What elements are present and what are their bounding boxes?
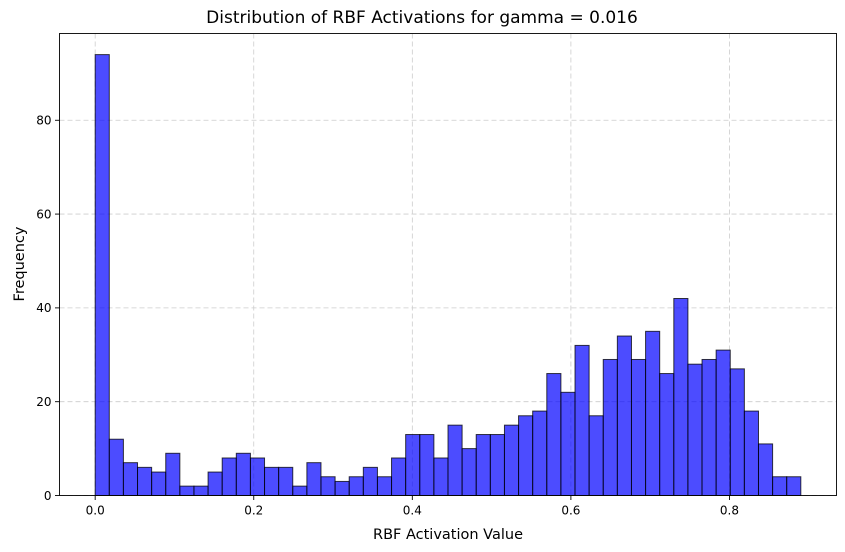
x-tick-label-3: 0.6 xyxy=(561,504,580,518)
histogram-bar-37 xyxy=(616,335,632,496)
histogram-bar-43 xyxy=(701,358,717,497)
histogram-bar-19 xyxy=(362,466,378,497)
x-tick-label-2: 0.4 xyxy=(403,504,422,518)
histogram-bar-12 xyxy=(264,466,280,497)
histogram-bar-40 xyxy=(659,373,675,496)
histogram-bar-6 xyxy=(179,485,195,497)
histogram-bar-1 xyxy=(108,438,124,496)
histogram-bar-28 xyxy=(489,434,505,497)
histogram-bar-25 xyxy=(447,424,463,497)
histogram-bar-41 xyxy=(673,298,689,496)
histogram-bar-42 xyxy=(687,363,703,496)
chart-title: Distribution of RBF Activations for gamm… xyxy=(206,8,638,28)
histogram-bar-21 xyxy=(391,457,407,496)
plot-frame xyxy=(59,33,837,496)
y-tick-label-4: 80 xyxy=(36,114,51,128)
histogram-bar-29 xyxy=(503,424,520,497)
histogram-bar-46 xyxy=(743,410,759,497)
histogram-bar-22 xyxy=(405,434,421,497)
histogram-bars xyxy=(94,54,802,497)
y-tick-label-0: 0 xyxy=(44,489,52,503)
histogram-bar-7 xyxy=(193,485,209,497)
histogram-bar-34 xyxy=(574,344,590,496)
histogram-bar-27 xyxy=(475,434,491,497)
y-axis-label: Frequency xyxy=(12,226,28,301)
histogram-bar-35 xyxy=(588,415,604,496)
y-tick-label-3: 60 xyxy=(36,207,51,221)
histogram-bar-33 xyxy=(560,391,576,497)
histogram-bar-39 xyxy=(645,330,661,496)
histogram-bar-30 xyxy=(518,415,534,496)
histogram-bar-20 xyxy=(376,476,393,497)
histogram-bar-23 xyxy=(419,434,435,497)
histogram-bar-4 xyxy=(151,471,167,496)
y-tick-label-2: 40 xyxy=(36,301,51,315)
histogram-bar-45 xyxy=(729,368,745,497)
histogram-bar-48 xyxy=(772,476,788,497)
histogram-bar-8 xyxy=(207,471,223,496)
histogram-bar-3 xyxy=(137,466,153,497)
histogram-bar-0 xyxy=(94,54,110,496)
histogram-bar-49 xyxy=(786,476,802,497)
histogram-bar-9 xyxy=(221,457,237,496)
histogram-bar-18 xyxy=(348,476,364,497)
x-tick-label-1: 0.2 xyxy=(244,504,263,518)
histogram-bar-38 xyxy=(630,358,647,497)
histogram-bar-24 xyxy=(433,457,449,496)
histogram-bar-10 xyxy=(235,452,251,497)
x-tick-label-0: 0.0 xyxy=(86,504,105,518)
histogram-bar-5 xyxy=(165,452,181,497)
histogram-bar-17 xyxy=(334,480,350,496)
x-axis-label: RBF Activation Value xyxy=(373,527,523,543)
histogram-bar-15 xyxy=(306,462,322,496)
y-tick-label-1: 20 xyxy=(36,395,51,409)
histogram-bar-11 xyxy=(249,457,266,496)
x-tick-label-4: 0.8 xyxy=(720,504,739,518)
histogram-bar-16 xyxy=(320,476,336,497)
histogram-bar-32 xyxy=(546,373,562,496)
histogram-bar-26 xyxy=(461,448,477,496)
axis-ticks: 0.0 0.2 0.4 0.6 0.8 0 20 40 60 80 xyxy=(36,114,739,518)
histogram-bar-13 xyxy=(278,466,294,497)
histogram-bar-44 xyxy=(715,349,731,497)
histogram-bar-2 xyxy=(122,462,139,496)
histogram-bar-14 xyxy=(292,485,308,497)
histogram-bar-36 xyxy=(602,358,618,497)
histogram-bar-31 xyxy=(532,410,548,497)
histogram-bar-47 xyxy=(757,443,774,497)
